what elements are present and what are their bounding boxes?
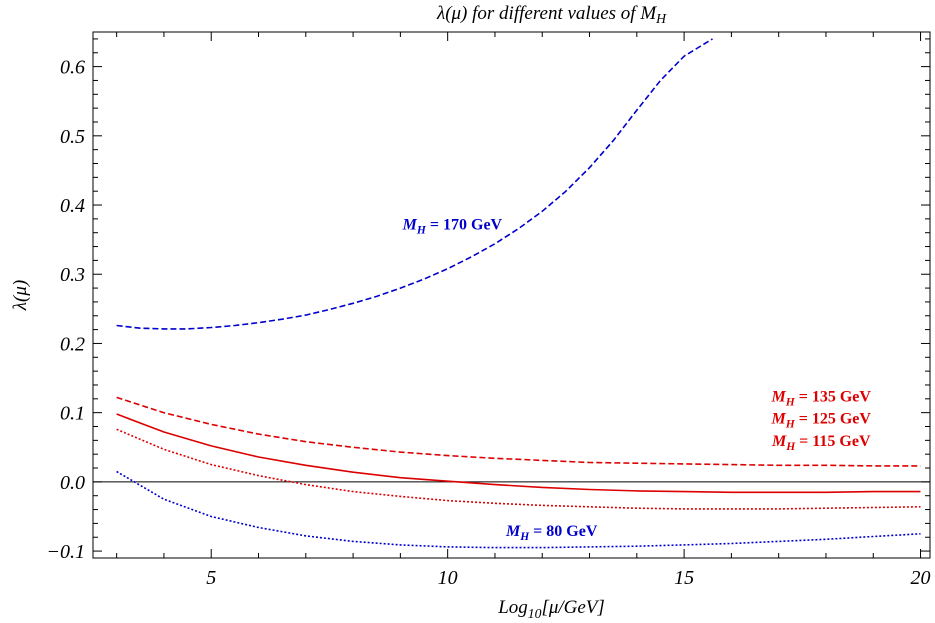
series-line — [116, 470, 921, 549]
y-tick-label: 0.3 — [60, 264, 85, 286]
series-line — [116, 396, 921, 467]
series-annotation: MH = 170 GeV — [402, 216, 503, 236]
series-line — [116, 38, 713, 330]
y-tick-label: 0.5 — [60, 126, 85, 148]
y-tick-label: 0.6 — [60, 57, 85, 79]
chart-title: λ(μ) for different values of MH — [436, 3, 667, 26]
x-tick-label: 10 — [438, 567, 458, 589]
y-tick-label: 0.2 — [60, 333, 85, 355]
series-line — [116, 413, 921, 494]
x-tick-label: 15 — [674, 567, 694, 589]
y-tick-label: 0.4 — [60, 195, 85, 217]
plot-frame — [92, 31, 931, 559]
title-layer: λ(μ) for different values of MH Log10[μ/G… — [10, 3, 667, 621]
y-tick-label: 0.0 — [60, 472, 85, 494]
y-axis-title: λ(μ) — [10, 280, 31, 311]
y-tick-label: −0.1 — [47, 541, 86, 563]
x-tick-label: 20 — [911, 567, 931, 589]
series-line — [116, 428, 921, 510]
x-tick-label: 5 — [206, 567, 216, 589]
series-annotation: MH = 125 GeV — [771, 411, 872, 431]
x-axis-title: Log10[μ/GeV] — [497, 597, 605, 621]
series-annotation: MH = 80 GeV — [505, 523, 598, 543]
axes-layer: 5 10 15 20 −0.1 0.0 0.1 0.2 0.3 0.4 0.5 0.6 — [47, 31, 931, 589]
series-annotation: MH = 115 GeV — [771, 433, 871, 453]
series-layer — [116, 38, 921, 549]
series-annotation: MH = 135 GeV — [771, 389, 872, 409]
y-tick-label: 0.1 — [60, 403, 85, 425]
